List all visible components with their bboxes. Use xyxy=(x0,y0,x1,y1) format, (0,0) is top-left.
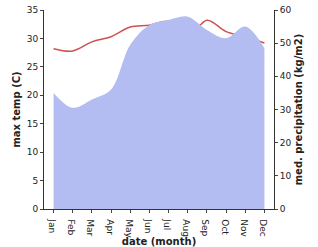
svg-text:60: 60 xyxy=(280,5,292,15)
svg-text:Mar: Mar xyxy=(85,219,95,236)
svg-text:Jun: Jun xyxy=(143,218,153,233)
svg-text:Dec: Dec xyxy=(258,219,268,236)
svg-text:Apr: Apr xyxy=(105,219,115,235)
svg-text:Jul: Jul xyxy=(162,218,172,230)
svg-text:Sep: Sep xyxy=(200,219,210,236)
svg-text:max temp (C): max temp (C) xyxy=(11,71,22,147)
svg-text:20: 20 xyxy=(27,90,39,100)
svg-text:Aug: Aug xyxy=(181,219,191,237)
svg-text:0: 0 xyxy=(32,204,38,214)
svg-text:med. precipitation (kg/m2): med. precipitation (kg/m2) xyxy=(293,34,304,186)
svg-text:date (month): date (month) xyxy=(122,236,196,247)
svg-text:20: 20 xyxy=(280,138,292,148)
svg-text:50: 50 xyxy=(280,38,292,48)
svg-text:25: 25 xyxy=(27,62,38,72)
svg-text:Feb: Feb xyxy=(66,219,76,235)
svg-text:10: 10 xyxy=(27,147,39,157)
svg-text:May: May xyxy=(124,219,134,238)
svg-text:15: 15 xyxy=(27,119,38,129)
svg-text:30: 30 xyxy=(27,34,39,44)
svg-text:0: 0 xyxy=(280,204,286,214)
svg-text:Oct: Oct xyxy=(220,219,230,235)
svg-text:30: 30 xyxy=(280,105,292,115)
svg-text:40: 40 xyxy=(280,71,292,81)
svg-text:10: 10 xyxy=(280,171,292,181)
svg-text:35: 35 xyxy=(27,5,38,15)
svg-text:Jan: Jan xyxy=(47,218,57,233)
svg-text:5: 5 xyxy=(32,176,38,186)
svg-text:Nov: Nov xyxy=(239,219,249,237)
